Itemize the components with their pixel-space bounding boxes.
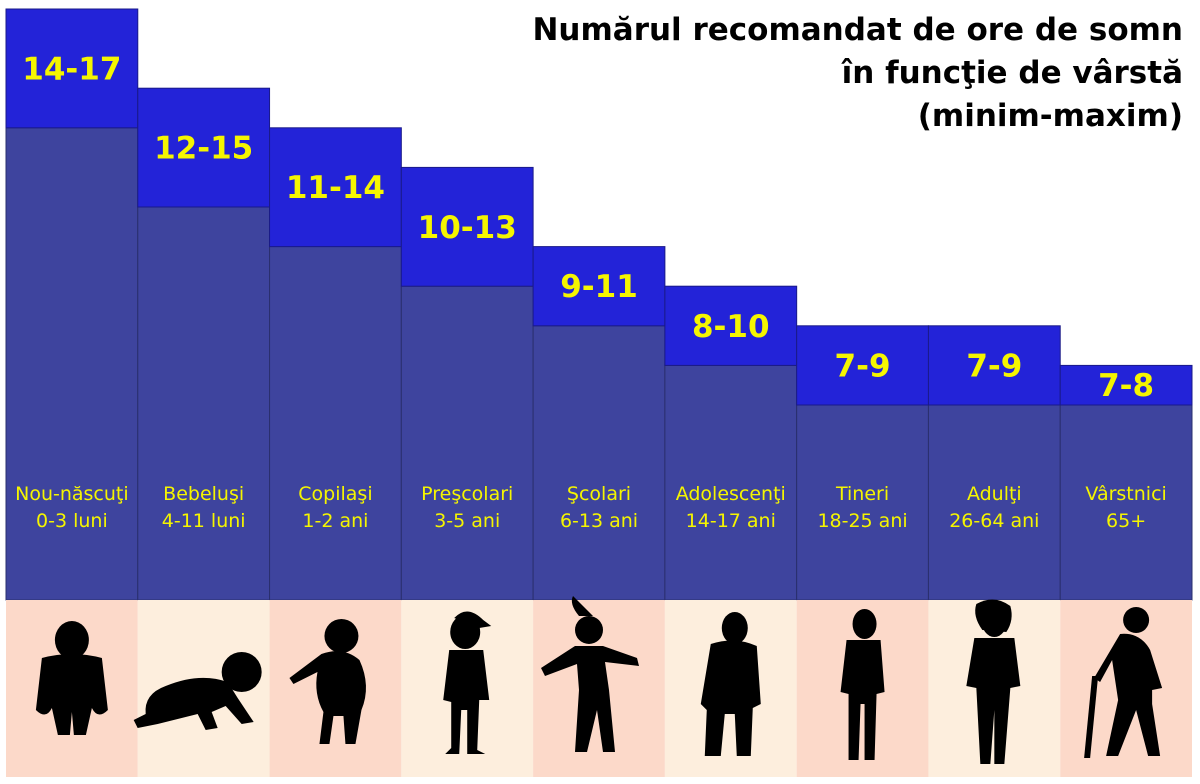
crawling-baby-icon [133,652,262,730]
title-line-1: Numărul recomandat de ore de somn [532,12,1183,48]
range-label: 11-14 [286,170,385,206]
category-name: Vârstnici [1085,483,1166,505]
chart-title: Numărul recomandat de ore de somn în fun… [532,12,1183,134]
category-age: 4-11 luni [162,510,246,532]
category-age: 14-17 ani [686,510,776,532]
range-label: 9-11 [560,269,638,305]
adult-icon [966,599,1021,764]
preschooler-icon [443,611,492,754]
young-adult-icon [840,609,885,760]
category-age: 6-13 ani [560,510,638,532]
bar-min-5 [664,364,798,601]
range-label: 7-8 [1098,368,1154,404]
bar-range-7 [927,325,1061,406]
toddler-icon [289,619,366,744]
bar-min-0 [5,127,139,601]
range-label: 7-9 [966,348,1022,384]
title-line-3: (minim-maxim) [918,98,1183,134]
title-line-2: în funcţie de vârstă [841,55,1183,91]
category-name: Preşcolari [421,483,513,505]
bar-min-3 [400,285,534,601]
senior-with-cane-icon [1084,607,1163,758]
category-name: Adolescenţi [676,483,786,505]
bar-min-1 [137,206,271,601]
bar-min-2 [269,246,402,601]
bar-range-5 [664,285,798,366]
category-name: Adulţi [967,483,1022,505]
category-name: Bebeluşi [163,483,244,505]
category-age: 1-2 ani [302,510,368,532]
bar-min-7 [927,404,1061,601]
schoolchild-icon [541,596,639,752]
range-label: 14-17 [22,51,121,87]
bar-min-6 [796,404,929,601]
bar-range-3 [400,166,534,287]
bars-group: 14-17 Nou-născuţi 0-3 luni 12-15 Bebeluşi 4-1… [5,8,1193,601]
bar-min-4 [532,325,666,601]
category-age: 65+ [1106,510,1146,532]
category-name: Şcolari [567,483,631,505]
category-age: 18-25 ani [817,510,907,532]
bar-range-6 [796,325,929,406]
silhouette-panels [6,596,1192,777]
category-name: Tineri [835,483,889,505]
category-name: Nou-născuţi [15,483,129,505]
teenager-icon [700,612,761,756]
newborn-icon [35,621,108,735]
bar-min-8 [1059,404,1193,601]
range-label: 8-10 [692,309,770,345]
category-age: 26-64 ani [949,510,1039,532]
bar-range-0 [5,8,139,129]
bar-range-8 [1059,364,1193,406]
category-age: 3-5 ani [434,510,500,532]
range-label: 12-15 [154,131,253,167]
bar-range-4 [532,246,666,327]
category-age: 0-3 luni [36,510,108,532]
category-name: Copilaşi [298,483,372,505]
range-label: 10-13 [418,210,517,246]
range-label: 7-9 [835,348,891,384]
